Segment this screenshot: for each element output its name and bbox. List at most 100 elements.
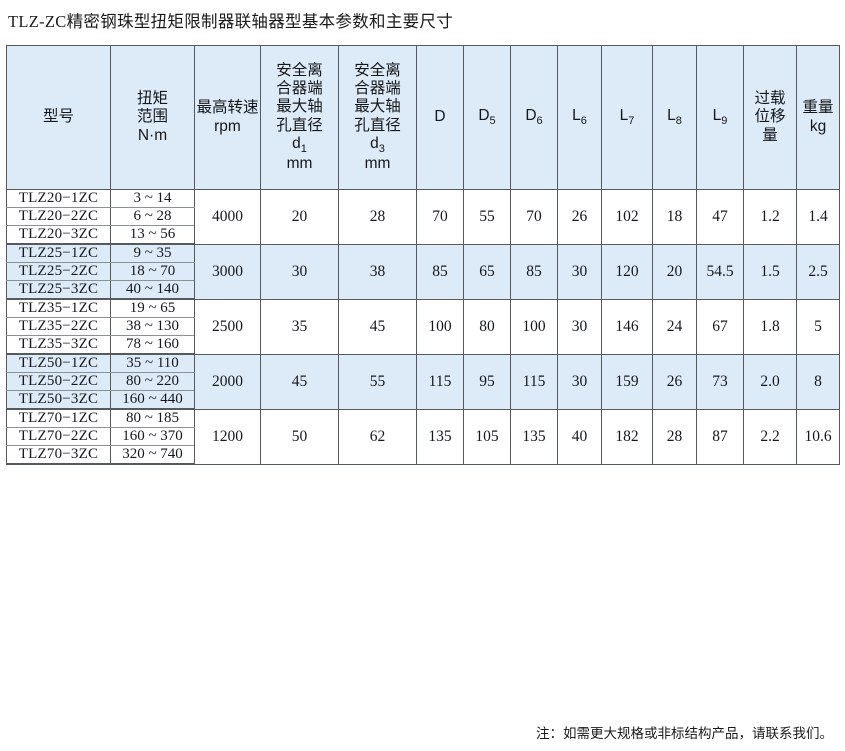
table-row: TLZ20−2ZC 6 ~ 28 <box>6 207 840 226</box>
cell-L6: 30 <box>557 299 602 355</box>
column-header-weight: 重量 kg <box>796 45 840 190</box>
cell-L8: 28 <box>652 409 697 465</box>
table-row: TLZ70−1ZC 80 ~ 185 1200 50 62 135 105 135 40 182 2… <box>6 409 840 465</box>
column-header-D5: D5 <box>463 45 511 190</box>
cell-D: 70 <box>416 189 464 245</box>
cell-overload_disp: 1.8 <box>743 299 797 355</box>
specification-table: 型号 扭矩 范围 N·m 最高转速 rpm 安全离 合器端 最大轴 孔直径 d1 mm 安全离 合器端 最大… <box>6 45 840 465</box>
column-header-model: 型号 <box>6 45 111 190</box>
cell-torque-range: 160 ~ 370 <box>110 427 195 446</box>
cell-L7: 120 <box>601 244 653 300</box>
cell-L8: 18 <box>652 189 697 245</box>
column-header-overload_disp: 过载 位移量 <box>743 45 797 190</box>
cell-D5: 55 <box>463 189 511 245</box>
cell-D: 85 <box>416 244 464 300</box>
cell-model: TLZ50−3ZC <box>6 390 111 410</box>
cell-bore_d3: 28 <box>338 189 417 245</box>
cell-model: TLZ25−3ZC <box>6 280 111 300</box>
cell-model: TLZ25−2ZC <box>6 262 111 281</box>
cell-torque-range: 3 ~ 14 <box>110 189 195 208</box>
cell-D6: 115 <box>510 354 558 410</box>
column-header-D6: D6 <box>510 45 558 190</box>
cell-L9: 47 <box>696 189 744 245</box>
cell-bore_d3: 38 <box>338 244 417 300</box>
cell-bore_d3: 62 <box>338 409 417 465</box>
cell-D5: 80 <box>463 299 511 355</box>
cell-model: TLZ50−2ZC <box>6 372 111 391</box>
cell-torque-range: 18 ~ 70 <box>110 262 195 281</box>
header-row: 型号 扭矩 范围 N·m 最高转速 rpm 安全离 合器端 最大轴 孔直径 d1 mm 安全离 合器端 最大… <box>6 45 840 190</box>
cell-overload_disp: 2.0 <box>743 354 797 410</box>
cell-L7: 146 <box>601 299 653 355</box>
cell-torque-range: 78 ~ 160 <box>110 335 195 355</box>
cell-L9: 54.5 <box>696 244 744 300</box>
cell-model: TLZ20−3ZC <box>6 225 111 245</box>
column-header-torque_range: 扭矩 范围 N·m <box>110 45 195 190</box>
cell-model: TLZ50−1ZC <box>6 354 111 373</box>
column-header-bore_d3: 安全离 合器端 最大轴 孔直径 d3 mm <box>338 45 417 190</box>
cell-L9: 87 <box>696 409 744 465</box>
cell-model: TLZ70−3ZC <box>6 445 111 465</box>
cell-max_speed: 4000 <box>194 189 261 245</box>
cell-torque-range: 13 ~ 56 <box>110 225 195 245</box>
cell-L8: 20 <box>652 244 697 300</box>
cell-torque-range: 160 ~ 440 <box>110 390 195 410</box>
cell-D6: 70 <box>510 189 558 245</box>
column-header-L6: L6 <box>557 45 602 190</box>
cell-torque-range: 6 ~ 28 <box>110 207 195 226</box>
table-row: TLZ20−3ZC 13 ~ 56 <box>6 225 840 245</box>
cell-L6: 30 <box>557 244 602 300</box>
cell-overload_disp: 2.2 <box>743 409 797 465</box>
cell-overload_disp: 1.2 <box>743 189 797 245</box>
cell-D5: 105 <box>463 409 511 465</box>
cell-model: TLZ25−1ZC <box>6 244 111 263</box>
cell-weight: 5 <box>796 299 840 355</box>
column-header-bore_d1: 安全离 合器端 最大轴 孔直径 d1 mm <box>260 45 339 190</box>
table-footnote: 注：如需更大规格或非标结构产品，请联系我们。 <box>536 726 833 741</box>
table-row: TLZ25−1ZC 9 ~ 35 3000 30 38 85 65 85 30 120 20 54.5… <box>6 244 840 300</box>
cell-D: 100 <box>416 299 464 355</box>
cell-max_speed: 3000 <box>194 244 261 300</box>
cell-L6: 40 <box>557 409 602 465</box>
cell-model: TLZ35−1ZC <box>6 299 111 318</box>
cell-weight: 10.6 <box>796 409 840 465</box>
table-row: TLZ50−3ZC 160 ~ 440 <box>6 390 840 410</box>
cell-D6: 85 <box>510 244 558 300</box>
cell-torque-range: 40 ~ 140 <box>110 280 195 300</box>
cell-D6: 135 <box>510 409 558 465</box>
cell-L9: 67 <box>696 299 744 355</box>
table-body: TLZ20−1ZC 3 ~ 14 4000 20 28 70 55 70 26 102 18 47 1.… <box>6 189 840 465</box>
column-header-max_speed: 最高转速 rpm <box>194 45 261 190</box>
table-row: TLZ25−3ZC 40 ~ 140 <box>6 280 840 300</box>
cell-model: TLZ20−2ZC <box>6 207 111 226</box>
cell-model: TLZ20−1ZC <box>6 189 111 208</box>
table-row: TLZ70−3ZC 320 ~ 740 <box>6 445 840 465</box>
cell-L6: 26 <box>557 189 602 245</box>
cell-weight: 2.5 <box>796 244 840 300</box>
cell-max_speed: 1200 <box>194 409 261 465</box>
page-title: TLZ-ZC精密钢珠型扭矩限制器联轴器型基本参数和主要尺寸 <box>8 12 454 31</box>
column-header-L8: L8 <box>652 45 697 190</box>
cell-model: TLZ35−2ZC <box>6 317 111 336</box>
cell-L7: 102 <box>601 189 653 245</box>
cell-bore_d1: 50 <box>260 409 339 465</box>
cell-D: 135 <box>416 409 464 465</box>
cell-weight: 8 <box>796 354 840 410</box>
table-row: TLZ25−2ZC 18 ~ 70 <box>6 262 840 281</box>
table-row: TLZ35−3ZC 78 ~ 160 <box>6 335 840 355</box>
cell-bore_d1: 20 <box>260 189 339 245</box>
cell-L8: 26 <box>652 354 697 410</box>
cell-torque-range: 320 ~ 740 <box>110 445 195 465</box>
cell-max_speed: 2500 <box>194 299 261 355</box>
cell-model: TLZ35−3ZC <box>6 335 111 355</box>
cell-L7: 159 <box>601 354 653 410</box>
cell-D6: 100 <box>510 299 558 355</box>
cell-torque-range: 80 ~ 185 <box>110 409 195 428</box>
cell-weight: 1.4 <box>796 189 840 245</box>
cell-bore_d1: 30 <box>260 244 339 300</box>
cell-D: 115 <box>416 354 464 410</box>
table-row: TLZ50−2ZC 80 ~ 220 <box>6 372 840 391</box>
table-row: TLZ50−1ZC 35 ~ 110 2000 45 55 115 95 115 30 159 26… <box>6 354 840 410</box>
table-row: TLZ70−2ZC 160 ~ 370 <box>6 427 840 446</box>
cell-L9: 73 <box>696 354 744 410</box>
